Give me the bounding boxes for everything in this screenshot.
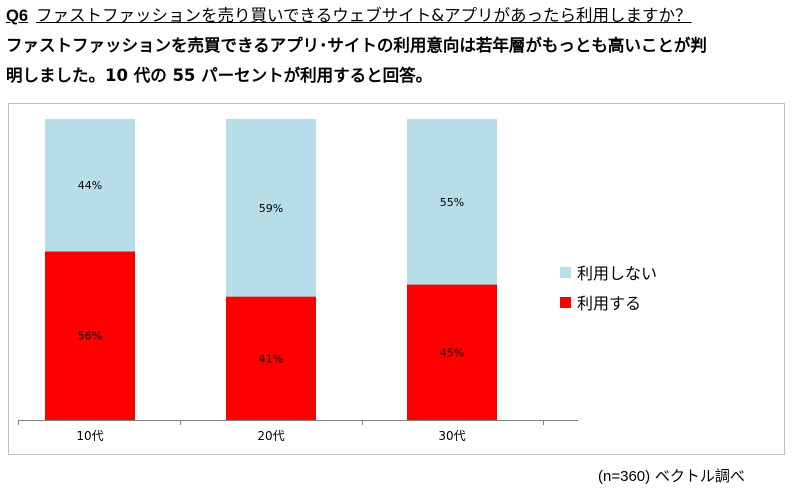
data-label-use-1: 41% [259,352,283,365]
data-label-not-use-2: 55% [440,196,464,209]
data-label-not-use-0: 44% [78,179,102,192]
x-tick-label-2: 30代 [438,429,465,443]
bars-group: 56% 44% 41% 59% 45% 55% [45,119,497,420]
question-line: Q6 ファストファッションを売り買いできるウェブサイト&アプリがあったら利用します… [6,4,774,28]
chart-frame [8,103,785,455]
legend-label-not-use: 利用しない [577,264,658,283]
bar-use-2 [407,284,497,420]
bar-not-use-2 [407,119,497,285]
data-label-use-0: 56% [78,330,102,343]
legend-label-use: 利用する [577,294,642,313]
bar-not-use-1 [226,119,316,297]
question-number: Q6 [6,7,29,25]
legend-item-use: 利用する [560,287,657,317]
description-line-1: ファストファッションを売買できるアプリ･サイトの利用意向は若年層がもっとも高いこ… [6,36,707,55]
source-note: (n=360) ベクトル調べ [598,465,745,486]
data-label-use-2: 45% [440,346,464,359]
x-axis-group: 10代 20代 30代 [18,420,578,443]
source-credit: ベクトル調べ [654,467,745,485]
sample-size: (n=360) [598,468,651,485]
legend-swatch-not-use [560,266,571,278]
x-tick-label-1: 20代 [257,429,284,443]
legend-item-not-use: 利用しない [560,257,657,287]
data-label-not-use-1: 59% [259,202,283,215]
bar-use-0 [45,251,135,420]
legend: 利用しない 利用する [560,257,657,317]
bar-use-1 [226,296,316,420]
question-text: ファストファッションを売り買いできるウェブサイト&アプリがあったら利用しますか？ [36,6,692,25]
legend-swatch-use [560,296,571,308]
description-line-2: 明しました。10 代の 55 パーセントが利用すると回答。 [6,66,433,85]
x-tick-label-0: 10代 [76,429,103,443]
bar-not-use-0 [45,119,135,252]
